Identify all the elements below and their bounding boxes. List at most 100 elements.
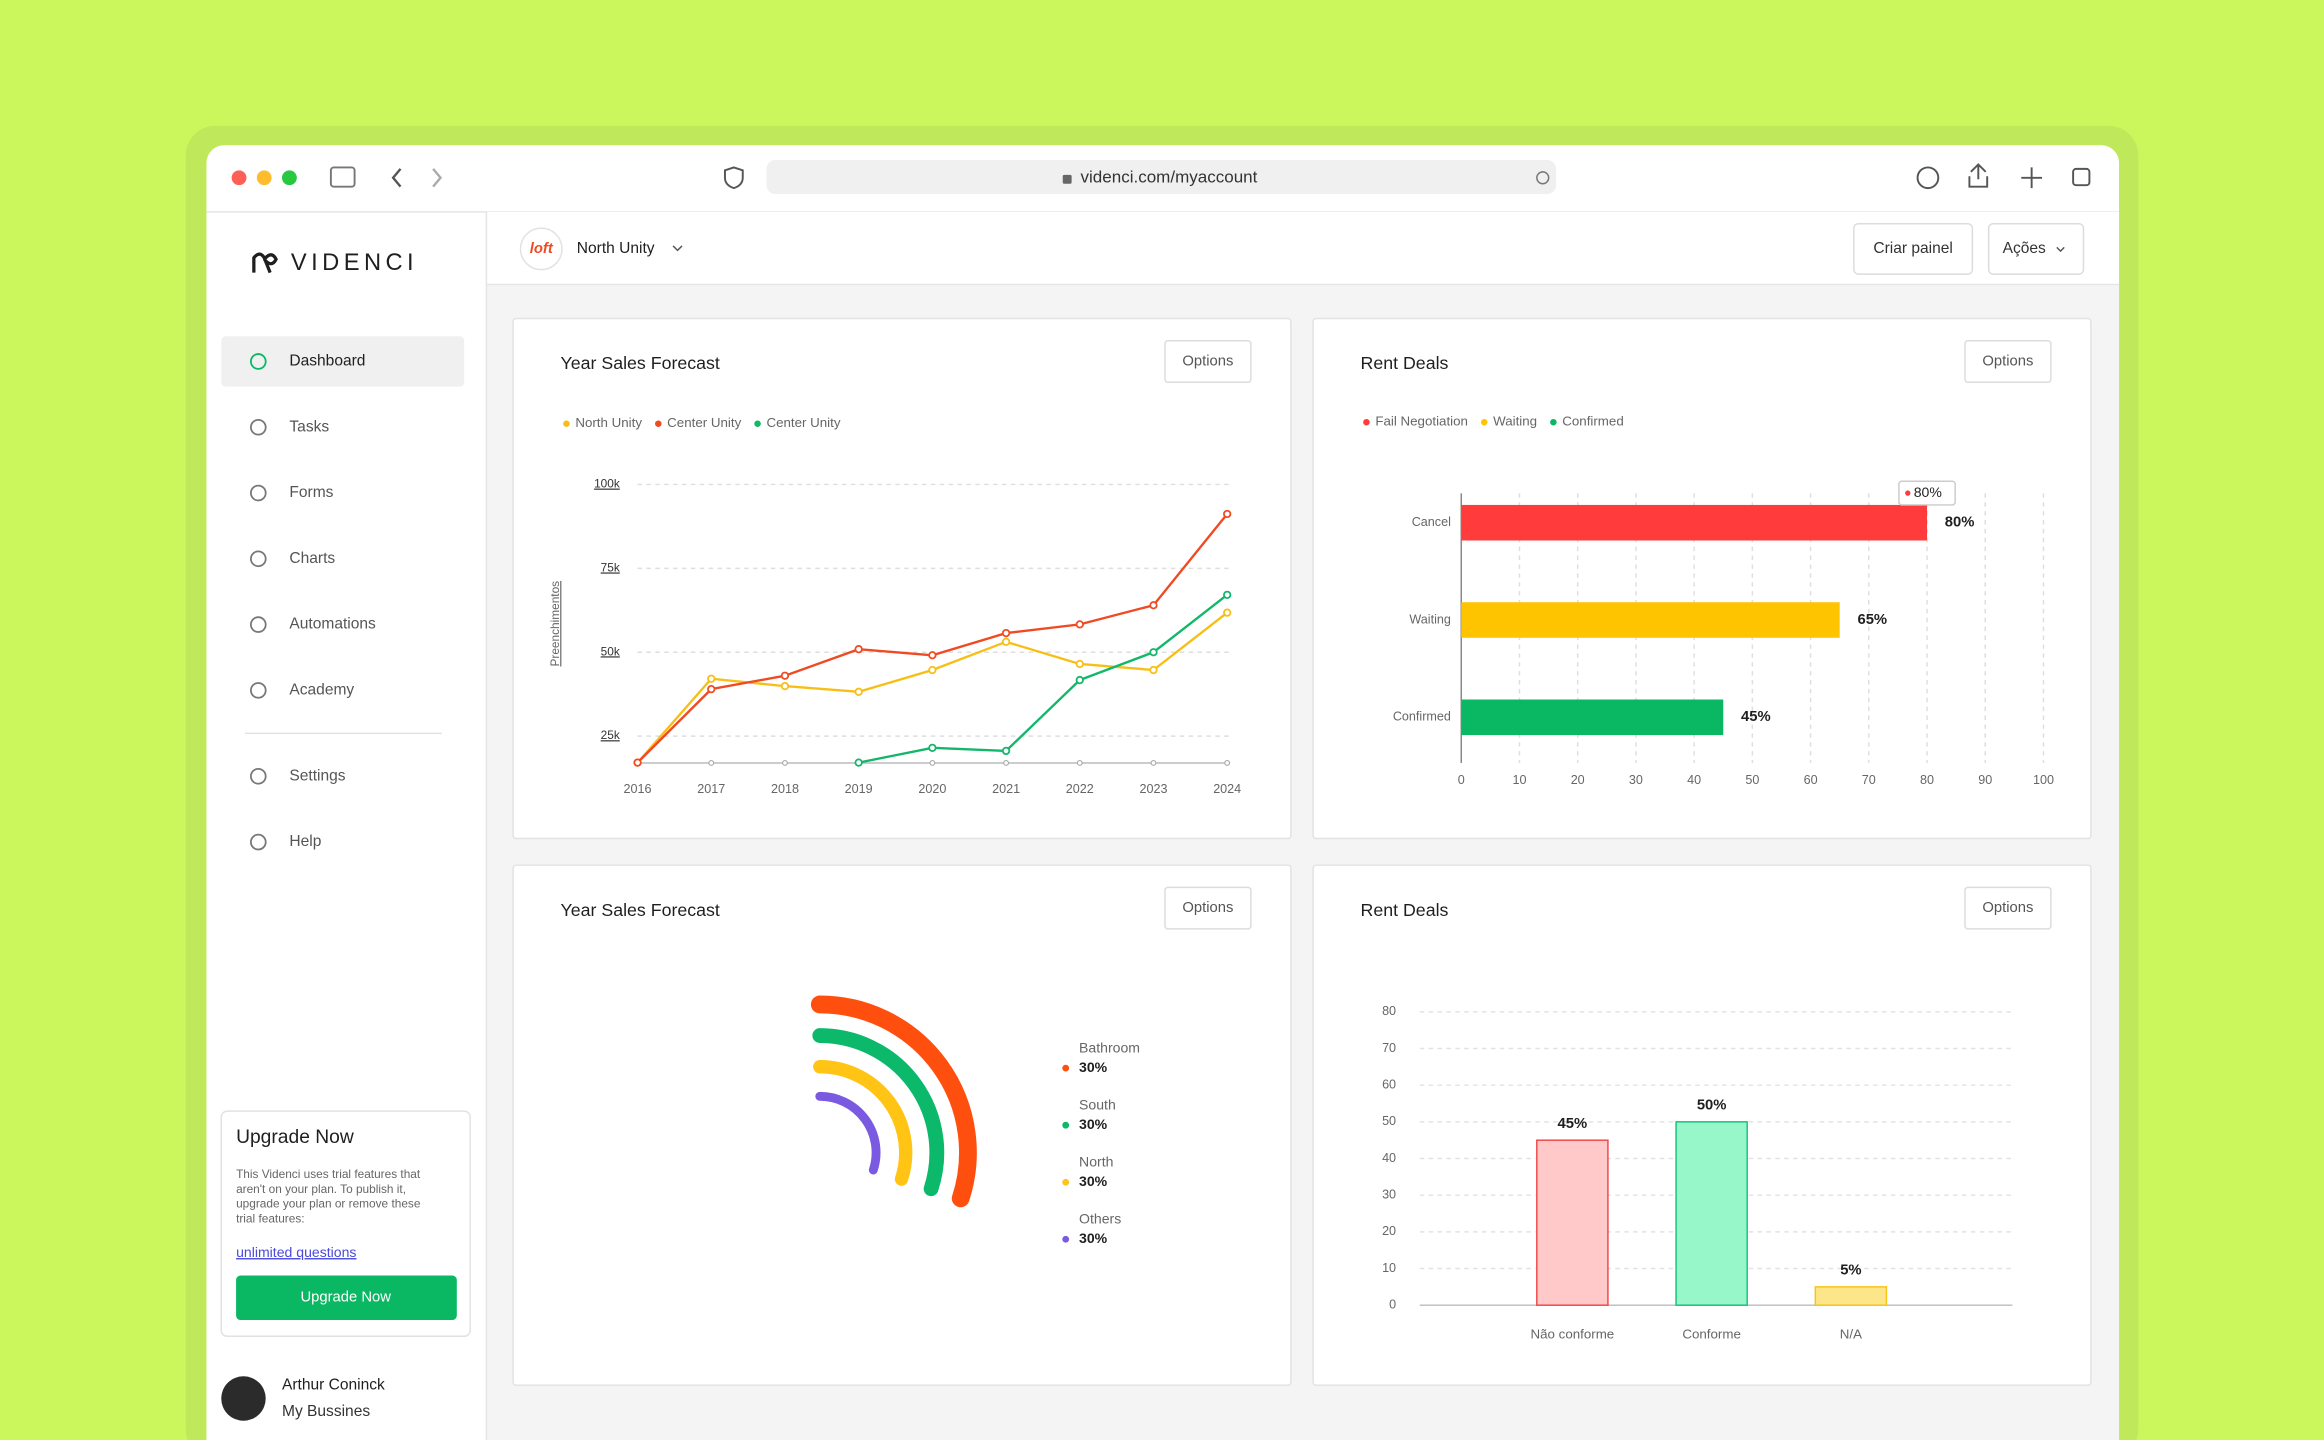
privacy-icon[interactable] [724, 166, 744, 190]
y-axis-label: Preenchimentos [548, 581, 562, 667]
nav-item[interactable]: Tasks [289, 418, 329, 435]
nav-item[interactable]: Settings [289, 767, 345, 784]
workspace-logo[interactable] [519, 227, 563, 271]
url-bar[interactable] [766, 160, 1557, 195]
x-tick-label: Não conforme [1531, 1326, 1615, 1341]
create-panel-button[interactable] [1853, 222, 1974, 275]
legend-dot [563, 420, 570, 427]
nav-item[interactable]: Charts [289, 550, 335, 567]
upgrade-button[interactable] [236, 1275, 457, 1320]
y-tick-label: Cancel [1412, 515, 1451, 529]
nav-item[interactable]: Help [289, 833, 321, 850]
nav-item[interactable]: Forms [289, 484, 333, 501]
legend-dot [1062, 1178, 1070, 1186]
y-tick-label: 30 [1382, 1188, 1396, 1202]
create-panel-label: Criar painel [1873, 240, 1952, 257]
user-company: My Bussines [282, 1403, 370, 1420]
bar [1814, 1286, 1888, 1306]
tabs-button[interactable] [2072, 167, 2091, 187]
x-tick-label: 2021 [992, 782, 1020, 796]
back-button[interactable] [391, 168, 402, 188]
forward-button[interactable] [432, 168, 443, 188]
radial-arc [813, 1059, 913, 1186]
legend-value: 30% [1079, 1059, 1108, 1075]
options-label: Options [1982, 900, 2033, 916]
share-button[interactable] [1968, 163, 1989, 188]
legend-label: Waiting [1493, 414, 1537, 429]
data-point [928, 665, 937, 675]
sidebar-toggle[interactable] [329, 166, 356, 188]
x-tick-label: 40 [1687, 773, 1701, 787]
panel-title: Year Sales Forecast [561, 900, 720, 920]
nav-icon [250, 418, 267, 436]
upgrade-text: trial features: [236, 1211, 304, 1225]
upgrade-text: aren't on your plan. To publish it, [236, 1182, 406, 1196]
legend-value: 30% [1079, 1116, 1108, 1132]
legend-dot [1062, 1064, 1070, 1072]
nav-icon [250, 682, 267, 699]
legend-dot [1363, 418, 1370, 426]
lock-icon [1062, 174, 1072, 184]
workspace-chevron[interactable] [672, 245, 683, 252]
data-point [854, 645, 863, 654]
actions-button[interactable] [1987, 222, 2085, 275]
user-avatar[interactable] [221, 1376, 266, 1421]
y-tick-label: 0 [1389, 1298, 1396, 1312]
options-button[interactable] [1164, 340, 1252, 383]
workspace-logo-text: loft [530, 241, 554, 257]
downloads-button[interactable] [1916, 166, 1940, 190]
data-point [1075, 659, 1084, 669]
options-button[interactable] [1964, 886, 2052, 930]
data-label: 80% [1945, 515, 1975, 531]
minimize-button[interactable] [256, 170, 272, 186]
x-tick-label: Conforme [1682, 1326, 1741, 1341]
upgrade-text: upgrade your plan or remove these [236, 1197, 421, 1211]
data-point [1149, 601, 1158, 610]
legend-label: Bathroom [1079, 1040, 1140, 1056]
upgrade-link[interactable]: unlimited questions [236, 1244, 356, 1260]
series-line [858, 593, 1228, 764]
data-point [928, 651, 937, 660]
close-button[interactable] [231, 170, 247, 186]
x-tick-label: 10 [1512, 773, 1526, 787]
data-point [780, 671, 790, 680]
x-tick-label: 2019 [845, 782, 873, 796]
nav-item[interactable]: Dashboard [289, 353, 365, 370]
nav-item[interactable]: Academy [289, 681, 354, 698]
data-label: 45% [1741, 709, 1771, 725]
upgrade-text: This Videnci uses trial features that [236, 1167, 421, 1181]
options-button[interactable] [1964, 340, 2052, 383]
y-tick-label: 50k [601, 644, 620, 658]
y-tick-label: Waiting [1409, 612, 1450, 626]
options-button[interactable] [1164, 886, 1252, 930]
y-tick-label: 70 [1382, 1041, 1396, 1055]
x-tick-label: 2022 [1066, 782, 1094, 796]
zoom-button[interactable] [282, 170, 297, 186]
data-label: 50% [1697, 1097, 1727, 1113]
actions-label: Ações [2003, 240, 2046, 257]
data-point [1149, 648, 1158, 657]
tooltip [1898, 480, 1956, 506]
y-tick-label: 100k [594, 477, 620, 491]
panel-title: Rent Deals [1361, 900, 1449, 920]
legend-label: Center Unity [667, 415, 741, 430]
x-tick [1224, 760, 1231, 766]
legend-label: Fail Negotiation [1375, 414, 1468, 429]
legend-label: Others [1079, 1211, 1121, 1227]
nav-icon [250, 616, 267, 633]
options-label: Options [1182, 900, 1233, 916]
new-tab-button[interactable] [2021, 167, 2042, 189]
data-point [707, 684, 716, 694]
data-point [1001, 746, 1011, 756]
panel-title: Rent Deals [1361, 353, 1449, 373]
data-point [1223, 590, 1232, 599]
nav-item[interactable]: Automations [289, 616, 376, 633]
brand-name: VIDENCI [291, 250, 418, 276]
x-tick-label: 30 [1629, 773, 1643, 787]
tooltip-dot [1905, 490, 1911, 496]
reload-button[interactable] [1536, 171, 1550, 185]
x-tick-label: 70 [1862, 773, 1876, 787]
header [486, 211, 2120, 285]
workspace-name[interactable]: North Unity [577, 240, 655, 257]
